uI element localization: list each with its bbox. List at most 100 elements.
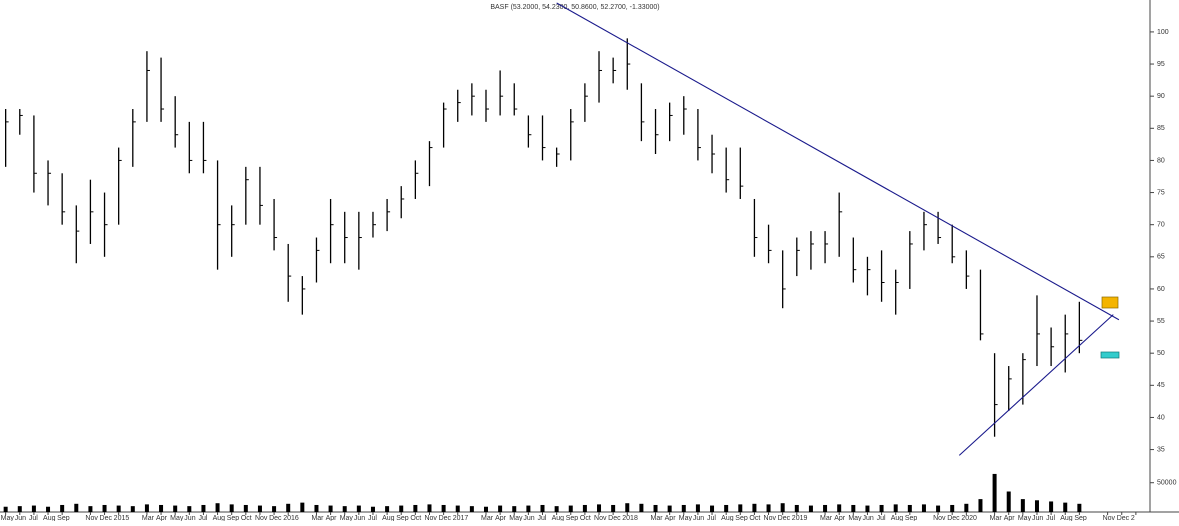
x-tick-label: May xyxy=(340,515,354,521)
volume-bar xyxy=(879,504,884,512)
volume-bar xyxy=(625,503,630,512)
y-tick-label: 45 xyxy=(1157,382,1165,389)
y-tick-label: 55 xyxy=(1157,318,1165,325)
volume-bar xyxy=(907,504,912,512)
volume-bar xyxy=(88,506,93,512)
x-tick-label: Aug xyxy=(213,515,226,521)
x-tick-label: Jun xyxy=(1032,515,1043,521)
x-tick-label: May xyxy=(1,515,15,521)
volume-bar xyxy=(116,505,121,512)
x-tick-label: Sep xyxy=(735,515,748,521)
marker-box xyxy=(1101,296,1119,309)
x-tick-label: Dec xyxy=(778,515,791,521)
volume-bar xyxy=(823,504,828,512)
volume-bar xyxy=(921,504,926,512)
volume-bar xyxy=(399,505,404,512)
x-tick-label: May xyxy=(509,515,523,521)
x-tick-label: Aug xyxy=(721,515,734,521)
volume-bar xyxy=(427,504,432,512)
y-tick-label: 35 xyxy=(1157,446,1165,453)
x-tick-label: Jun xyxy=(862,515,873,521)
volume-bar xyxy=(837,504,842,512)
x-tick-label: Nov xyxy=(424,515,437,521)
x-tick-label: Oct xyxy=(241,515,252,521)
volume-bar xyxy=(385,506,390,512)
volume-bar xyxy=(752,503,757,512)
y-tick-label: 75 xyxy=(1157,189,1165,196)
volume-bar xyxy=(851,504,856,512)
volume-bar xyxy=(582,504,587,512)
volume-bar xyxy=(342,506,347,512)
marker-box xyxy=(1100,351,1120,359)
y-tick-label: 80 xyxy=(1157,157,1165,164)
volume-tick-label: 50000 xyxy=(1157,480,1177,487)
volume-bar xyxy=(1006,491,1011,512)
x-tick-label: Apr xyxy=(665,515,677,521)
y-tick-label: 85 xyxy=(1157,125,1165,132)
volume-bar xyxy=(17,506,22,512)
volume-bar xyxy=(512,506,517,512)
x-tick-label: Nov xyxy=(85,515,98,521)
volume-bar xyxy=(286,503,291,512)
volume-bar xyxy=(60,504,65,512)
volume-bar xyxy=(413,504,418,512)
x-tick-label: May xyxy=(679,515,693,521)
x-tick-label: Jun xyxy=(523,515,534,521)
volume-bar xyxy=(130,506,135,512)
x-tick-label: Nov xyxy=(255,515,268,521)
x-tick-label: Sep xyxy=(905,515,918,521)
x-tick-label: Dec xyxy=(269,515,282,521)
volume-bar xyxy=(483,506,488,512)
volume-bar xyxy=(102,504,107,512)
x-tick-label: 2016 xyxy=(283,515,299,521)
x-tick-label: 2 xyxy=(1131,515,1135,521)
x-tick-label: Jul xyxy=(538,515,547,521)
x-tick-label: 2015 xyxy=(114,515,130,521)
volume-bar xyxy=(257,505,262,512)
x-tick-label: Aug xyxy=(43,515,56,521)
volume-bar xyxy=(173,505,178,512)
volume-bar xyxy=(3,506,8,512)
x-tick-label: 2017 xyxy=(453,515,469,521)
volume-bar xyxy=(893,504,898,512)
x-tick-label: Apr xyxy=(326,515,338,521)
volume-bar xyxy=(540,504,545,512)
x-tick-label: Jul xyxy=(368,515,377,521)
trendline xyxy=(556,2,1120,321)
volume-bar xyxy=(526,505,531,512)
volume-bar xyxy=(201,504,206,512)
x-tick-label: Mar xyxy=(481,515,494,521)
volume-bar xyxy=(498,505,503,512)
x-tick-label: May xyxy=(1018,515,1032,521)
x-tick-label: Aug xyxy=(552,515,565,521)
x-tick-label: Dec xyxy=(100,515,113,521)
x-tick-label: Mar xyxy=(990,515,1003,521)
volume-bar xyxy=(936,505,941,512)
volume-bar xyxy=(653,504,658,512)
x-tick-label: Jul xyxy=(198,515,207,521)
volume-bar xyxy=(568,505,573,512)
volume-bar xyxy=(681,504,686,512)
y-tick-label: 40 xyxy=(1157,414,1165,421)
x-tick-label: Apr xyxy=(1004,515,1016,521)
volume-bar xyxy=(31,505,36,512)
x-tick-label: Mar xyxy=(142,515,155,521)
volume-bar xyxy=(441,504,446,512)
x-tick-label: Nov xyxy=(933,515,946,521)
y-tick-label: 70 xyxy=(1157,222,1165,229)
y-tick-label: 100 xyxy=(1157,29,1169,36)
volume-bar xyxy=(1020,499,1025,512)
volume-bar xyxy=(978,499,983,512)
volume-bar xyxy=(229,504,234,512)
volume-bar xyxy=(808,505,813,512)
volume-bar xyxy=(370,506,375,512)
volume-bar xyxy=(314,504,319,512)
volume-bar xyxy=(992,473,997,512)
x-tick-label: Jul xyxy=(707,515,716,521)
volume-bar xyxy=(1063,502,1068,512)
x-tick-label: Apr xyxy=(156,515,168,521)
volume-bar xyxy=(597,504,602,512)
volume-bar xyxy=(356,505,361,512)
x-tick-label: Aug xyxy=(382,515,395,521)
